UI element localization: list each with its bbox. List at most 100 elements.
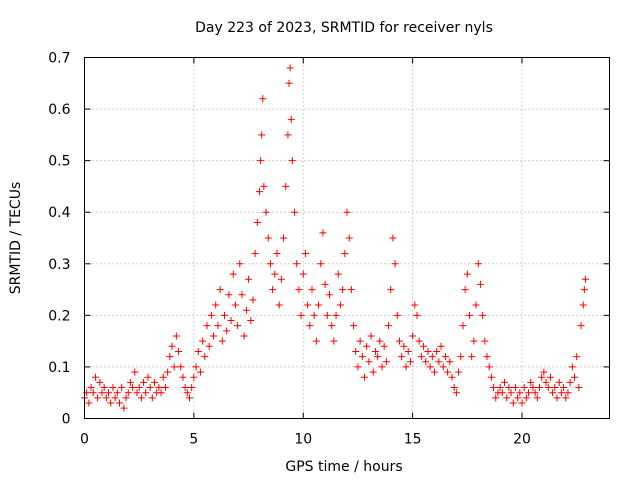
data-point — [389, 234, 397, 242]
data-point — [455, 368, 463, 376]
data-point — [227, 317, 235, 325]
data-point — [100, 384, 108, 392]
data-point — [251, 249, 259, 257]
data-point — [326, 291, 333, 299]
data-point — [352, 347, 360, 355]
data-point — [297, 311, 305, 319]
data-point — [498, 389, 506, 397]
y-tick-label: 0.2 — [48, 308, 70, 324]
data-point — [203, 322, 211, 330]
data-point — [573, 353, 581, 361]
data-point — [406, 358, 414, 366]
data-point — [111, 394, 119, 402]
y-tick-label: 0.1 — [48, 360, 70, 376]
data-point — [336, 301, 344, 309]
data-point — [282, 182, 290, 190]
data-point — [546, 373, 554, 381]
data-point — [487, 373, 495, 381]
data-point — [358, 353, 366, 361]
data-point — [400, 342, 408, 350]
data-point — [312, 337, 320, 345]
data-point — [514, 394, 522, 402]
data-point — [240, 332, 248, 340]
x-tick-label: 5 — [189, 432, 198, 448]
data-point — [229, 270, 237, 278]
data-point — [527, 378, 535, 386]
data-point — [411, 301, 419, 309]
data-point — [461, 286, 469, 294]
x-tick-label: 15 — [404, 432, 422, 448]
chart-title: Day 223 of 2023, SRMTID for receiver nyl… — [195, 20, 493, 36]
data-point — [402, 363, 410, 371]
data-point — [135, 384, 143, 392]
data-point — [323, 311, 331, 319]
data-point — [380, 342, 388, 350]
data-point — [518, 399, 526, 407]
data-point — [369, 368, 377, 376]
data-point — [129, 384, 137, 392]
data-point — [273, 249, 281, 257]
data-point — [463, 270, 471, 278]
data-point — [256, 188, 263, 196]
data-point — [334, 270, 342, 278]
data-point — [109, 384, 117, 392]
data-point — [444, 368, 452, 376]
data-point — [371, 347, 379, 355]
data-point — [365, 358, 373, 366]
data-point — [210, 332, 218, 340]
data-point — [262, 208, 270, 216]
data-point — [212, 301, 220, 309]
data-point — [459, 322, 467, 330]
data-point — [568, 363, 576, 371]
data-point — [437, 342, 445, 350]
data-point — [347, 286, 355, 294]
y-tick-label: 0 — [62, 412, 71, 428]
data-point — [452, 389, 460, 397]
data-point — [470, 337, 478, 345]
data-point — [214, 322, 222, 330]
data-point — [181, 384, 189, 392]
data-point — [483, 353, 491, 361]
data-point — [420, 342, 428, 350]
data-point — [549, 389, 557, 397]
data-point — [393, 311, 401, 319]
data-point — [218, 337, 226, 345]
data-point — [247, 317, 255, 325]
data-point — [199, 337, 207, 345]
data-point — [151, 378, 158, 386]
data-point — [472, 301, 480, 309]
data-point — [122, 394, 130, 402]
data-point — [315, 301, 323, 309]
data-point — [170, 363, 178, 371]
data-point — [260, 182, 268, 190]
data-point — [179, 373, 187, 381]
x-axis-label: GPS time / hours — [285, 459, 402, 475]
data-point — [354, 363, 362, 371]
data-point — [544, 384, 552, 392]
data-point — [175, 347, 183, 355]
data-point — [238, 291, 246, 299]
data-point — [501, 378, 508, 386]
data-point — [223, 327, 231, 335]
data-point — [417, 353, 425, 361]
data-point — [96, 378, 104, 386]
data-point — [188, 384, 196, 392]
data-point — [560, 384, 568, 392]
data-point — [496, 384, 504, 392]
data-point — [566, 378, 574, 386]
data-point — [231, 301, 239, 309]
data-point — [332, 311, 340, 319]
data-point — [205, 342, 213, 350]
data-point — [140, 378, 148, 386]
data-point — [91, 373, 99, 381]
data-point — [288, 157, 296, 165]
data-point — [295, 286, 303, 294]
data-points — [81, 64, 589, 412]
data-point — [328, 322, 336, 330]
data-point — [511, 384, 519, 392]
data-point — [378, 363, 386, 371]
data-point — [505, 384, 513, 392]
data-point — [562, 394, 570, 402]
data-point — [166, 353, 174, 361]
